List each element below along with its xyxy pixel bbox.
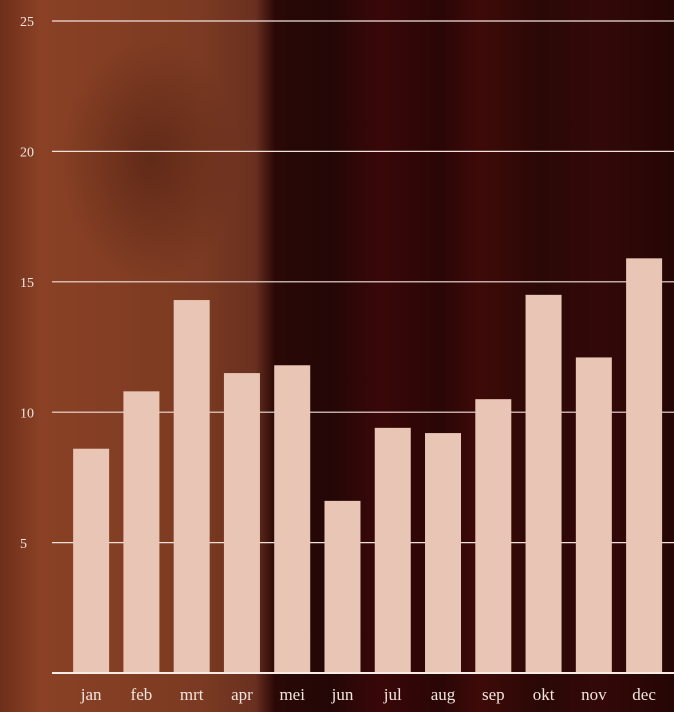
y-tick-label: 25 xyxy=(20,15,34,30)
y-tick-label: 20 xyxy=(20,146,34,161)
bar xyxy=(374,427,411,673)
x-tick-label: nov xyxy=(581,685,607,704)
y-tick-label: 5 xyxy=(20,537,27,552)
bar xyxy=(274,365,311,673)
y-tick-label: 15 xyxy=(20,276,34,291)
x-tick-label: aug xyxy=(431,685,456,704)
x-tick-label: jan xyxy=(80,685,102,704)
x-tick-label: jul xyxy=(383,685,402,704)
bar xyxy=(324,500,361,673)
x-tick-label: dec xyxy=(632,685,656,704)
x-tick-label: mrt xyxy=(180,685,204,704)
bar xyxy=(425,433,462,673)
x-tick-label: apr xyxy=(231,685,253,704)
bar xyxy=(173,300,210,673)
bar xyxy=(475,399,512,673)
bar xyxy=(123,391,160,673)
x-tick-label: jun xyxy=(331,685,354,704)
bar xyxy=(525,294,562,673)
bar xyxy=(73,448,110,673)
x-tick-label: mei xyxy=(279,685,305,704)
bar xyxy=(223,373,260,673)
bar xyxy=(575,357,612,673)
x-tick-label: feb xyxy=(131,685,153,704)
y-tick-label: 10 xyxy=(20,406,34,421)
x-tick-label: okt xyxy=(533,685,555,704)
x-tick-label: sep xyxy=(482,685,505,704)
bar xyxy=(626,258,663,673)
